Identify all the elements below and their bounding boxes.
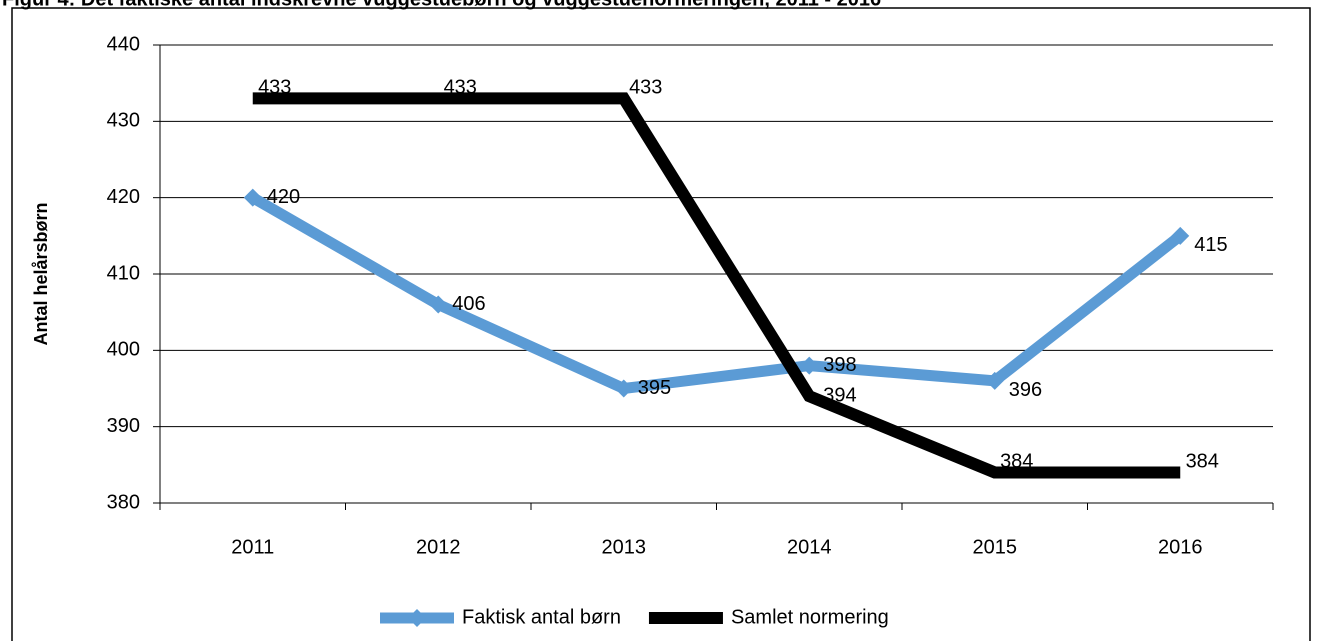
y-axis-title: Antal helårsbørn xyxy=(31,202,51,345)
marker xyxy=(614,379,633,398)
x-tick-label: 2013 xyxy=(602,536,647,558)
y-tick-label: 400 xyxy=(107,339,140,361)
data-label: 395 xyxy=(638,377,671,399)
x-tick-label: 2012 xyxy=(416,536,461,558)
marker xyxy=(1171,226,1190,245)
y-tick-label: 410 xyxy=(107,262,140,284)
y-tick-label: 390 xyxy=(107,415,140,437)
y-tick-label: 420 xyxy=(107,186,140,208)
marker xyxy=(985,371,1004,390)
data-label: 433 xyxy=(444,77,477,99)
x-tick-label: 2014 xyxy=(787,536,832,558)
data-label: 433 xyxy=(629,77,662,99)
data-label: 415 xyxy=(1194,234,1227,256)
line-series xyxy=(250,192,1184,395)
data-label: 420 xyxy=(267,186,300,208)
legend-label: Faktisk antal børn xyxy=(462,606,621,628)
legend-label: Samlet normering xyxy=(731,606,889,628)
line-series xyxy=(252,92,1181,479)
y-tick-label: 440 xyxy=(107,33,140,55)
data-label: 433 xyxy=(258,77,291,99)
data-label: 396 xyxy=(1009,379,1042,401)
legend-marker xyxy=(408,609,426,627)
data-label: 384 xyxy=(1186,451,1219,473)
marker xyxy=(243,188,262,207)
y-tick-label: 380 xyxy=(107,491,140,513)
data-label: 384 xyxy=(1000,451,1033,473)
y-tick-label: 430 xyxy=(107,110,140,132)
data-label: 394 xyxy=(823,384,856,406)
x-tick-label: 2011 xyxy=(231,536,274,558)
chart-border xyxy=(11,7,1311,641)
chart-title: Figur 4: Det faktiske antal indskrevne v… xyxy=(2,0,881,10)
data-label: 406 xyxy=(452,293,485,315)
marker xyxy=(800,356,819,375)
x-tick-label: 2016 xyxy=(1158,536,1203,558)
marker xyxy=(429,295,448,314)
data-label: 398 xyxy=(823,354,856,376)
x-tick-label: 2015 xyxy=(973,536,1018,558)
